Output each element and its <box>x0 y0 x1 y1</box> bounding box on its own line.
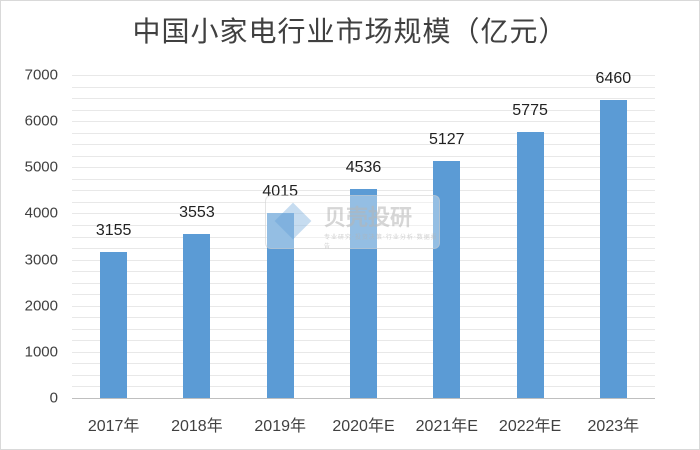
bar-data-label: 3155 <box>95 222 132 240</box>
watermark-logo-icon <box>274 202 312 240</box>
watermark-text: 贝壳投研 <box>324 206 413 231</box>
watermark: 贝壳投研 专业研究·投资决策·行业分析·数据报告 <box>265 195 440 250</box>
y-tick-label: 7000 <box>24 66 58 84</box>
y-tick-label: 5000 <box>24 158 58 176</box>
gridline <box>72 75 655 76</box>
y-tick-label: 4000 <box>24 204 58 222</box>
x-tick-label: 2019年 <box>254 418 306 435</box>
y-tick-label: 2000 <box>24 297 58 315</box>
y-tick-label: 6000 <box>24 112 58 130</box>
bar <box>599 99 627 398</box>
y-tick-label: 1000 <box>24 343 58 361</box>
y-tick-label: 0 <box>49 389 58 407</box>
x-tick-label: 2021年E <box>415 418 478 435</box>
gridline <box>72 167 655 169</box>
x-tick-label: 2017年 <box>87 418 140 435</box>
gridline <box>72 98 655 100</box>
bar-data-label: 5127 <box>428 131 465 149</box>
watermark-subtext: 专业研究·投资决策·行业分析·数据报告 <box>324 234 438 250</box>
bar <box>100 252 128 398</box>
gridline <box>72 144 655 146</box>
x-tick-label: 2020年E <box>332 418 395 435</box>
gridline <box>72 178 655 180</box>
bar <box>266 212 294 398</box>
x-tick-label: 2023年 <box>587 418 640 435</box>
y-tick-label: 3000 <box>24 251 58 269</box>
bar-data-label: 4536 <box>345 158 382 176</box>
gridline <box>72 109 655 111</box>
bar <box>183 234 211 398</box>
gridline <box>72 86 655 88</box>
bar <box>350 188 377 398</box>
chart-title: 中国小家电行业市场规模（亿元） <box>132 15 568 48</box>
x-tick-label: 2022年E <box>498 418 562 435</box>
gridline <box>72 155 655 157</box>
bar <box>516 131 544 398</box>
bar-data-label: 5775 <box>512 101 548 119</box>
gridline <box>72 132 655 134</box>
gridline <box>72 121 655 123</box>
bar-data-label: 6460 <box>595 69 632 87</box>
x-tick-label: 2018年 <box>171 418 223 435</box>
bar-data-label: 3553 <box>179 204 215 222</box>
x-axis-line <box>72 398 655 399</box>
